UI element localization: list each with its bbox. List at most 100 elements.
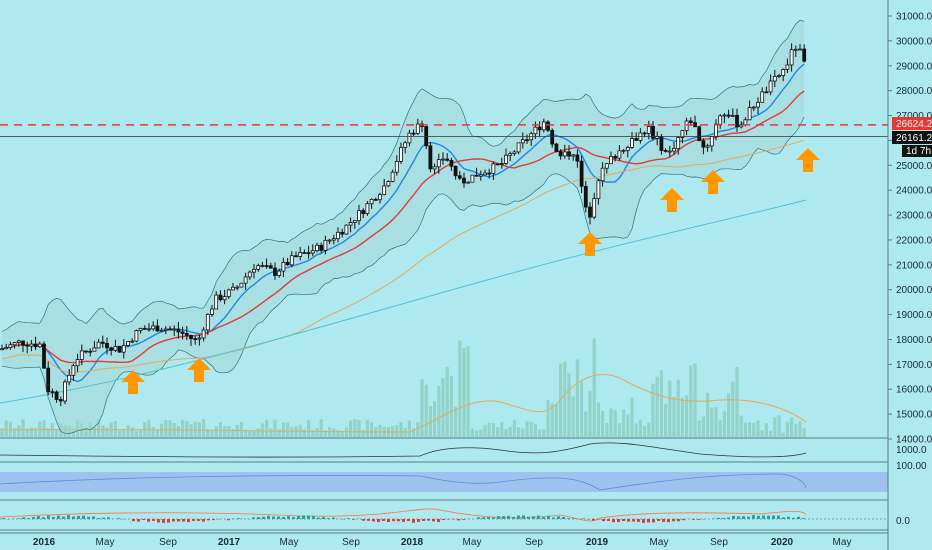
volume-bar [748, 422, 752, 437]
support-arrow-icon [660, 188, 684, 212]
y-tick-label: 16000.0 [896, 385, 932, 396]
macd-histogram-bar [657, 519, 660, 521]
volume-bar [25, 428, 29, 437]
candle-body [8, 344, 13, 349]
y-tick-label: 29000.0 [896, 61, 932, 72]
candle-body [222, 296, 227, 301]
y-tick-label: 23000.0 [896, 211, 932, 222]
volume-bar [643, 426, 647, 437]
candle-body [449, 159, 454, 167]
volume-bar [307, 419, 311, 437]
volume-bar [685, 395, 689, 437]
candle-body [310, 250, 315, 254]
volume-bar [596, 402, 600, 437]
macd-histogram-bar [137, 519, 140, 522]
volume-bar [122, 429, 126, 437]
candle-body [382, 185, 387, 196]
candle-body [319, 244, 324, 251]
volume-bar [710, 407, 714, 437]
volume-bar [521, 428, 525, 437]
volume-bar [0, 428, 4, 437]
volume-bar [336, 429, 340, 437]
candle-body [159, 329, 164, 332]
candle-body [105, 342, 109, 349]
candle-body [588, 206, 592, 218]
candle-body [16, 340, 21, 344]
volume-bar [4, 420, 8, 437]
macd-histogram-bar [482, 517, 485, 519]
macd-histogram-bar [492, 517, 495, 519]
macd-histogram-bar [132, 519, 135, 522]
candle-body [63, 381, 67, 402]
ma-long-line [0, 199, 807, 404]
macd-histogram-bar [72, 516, 75, 519]
candle-body [546, 121, 550, 131]
macd-histogram-bar [212, 519, 215, 521]
candle-body [285, 261, 290, 266]
candle-body [184, 333, 189, 336]
resistance-tag [892, 117, 932, 130]
volume-bar [491, 423, 495, 437]
macd-histogram-bar [732, 515, 735, 519]
volume-bar [592, 338, 596, 437]
volume-bar [340, 430, 344, 437]
candle-body [462, 177, 466, 184]
volume-bar [790, 417, 794, 437]
volume-bar [508, 426, 512, 437]
volume-bar [130, 427, 134, 437]
macd-histogram-bar [497, 516, 500, 519]
countdown-tag [902, 145, 932, 157]
y-axis[interactable]: 31000.030000.029000.028000.027000.026000… [887, 0, 932, 550]
volume-bar [617, 423, 621, 437]
volume-bar [407, 420, 411, 437]
volume-bar [449, 375, 453, 437]
support-arrow-icon [578, 232, 602, 256]
support-arrow-icon [121, 370, 145, 394]
macd-histogram-bar [537, 515, 540, 519]
candle-body [453, 165, 458, 177]
volume-bar [55, 429, 59, 437]
macd-histogram-bar [502, 516, 505, 519]
macd-histogram-bar [517, 515, 520, 519]
x-axis[interactable]: 2016 May Sep 2017 May Sep 2018 May Sep 2019 May Sep… [0, 437, 888, 548]
x-tick-label: May [280, 537, 299, 548]
macd-histogram-bar [627, 519, 630, 522]
candle-body [785, 64, 790, 70]
macd-histogram-bar [712, 518, 715, 519]
price-levels [0, 124, 888, 137]
volume-bar [269, 428, 273, 437]
candle-body [399, 147, 403, 162]
candle-body [390, 171, 395, 182]
candle-body [210, 308, 214, 315]
candle-body [134, 330, 139, 342]
candle-body [562, 151, 567, 157]
candle-body [201, 329, 206, 339]
volume-bar [500, 421, 504, 437]
candle-body [411, 132, 416, 135]
candle-body [512, 151, 517, 155]
volume-bar [197, 422, 201, 437]
candle-body [516, 142, 521, 153]
macd-histogram-bar [317, 517, 320, 519]
macd-histogram-bar [27, 517, 30, 519]
macd-histogram-bar [407, 519, 410, 522]
volume-bar [84, 426, 88, 437]
volume-bar [353, 419, 357, 437]
candle-body [613, 156, 618, 159]
macd-histogram-bar [477, 517, 480, 519]
volume-bar [189, 424, 193, 437]
macd-histogram-bar [202, 519, 205, 522]
candle-body [621, 149, 626, 152]
macd-histogram-bar [617, 519, 620, 523]
volume-bar [651, 383, 655, 437]
ma-slow-line [1, 90, 805, 364]
candle-body [604, 163, 609, 169]
volume-bar [315, 428, 319, 437]
volume-bar [147, 419, 151, 437]
macd-histogram-bar [677, 519, 680, 522]
macd-histogram-bar [542, 516, 545, 519]
macd-histogram-bar [307, 515, 310, 519]
macd-histogram-bar [632, 519, 635, 522]
candle-body [84, 350, 88, 353]
